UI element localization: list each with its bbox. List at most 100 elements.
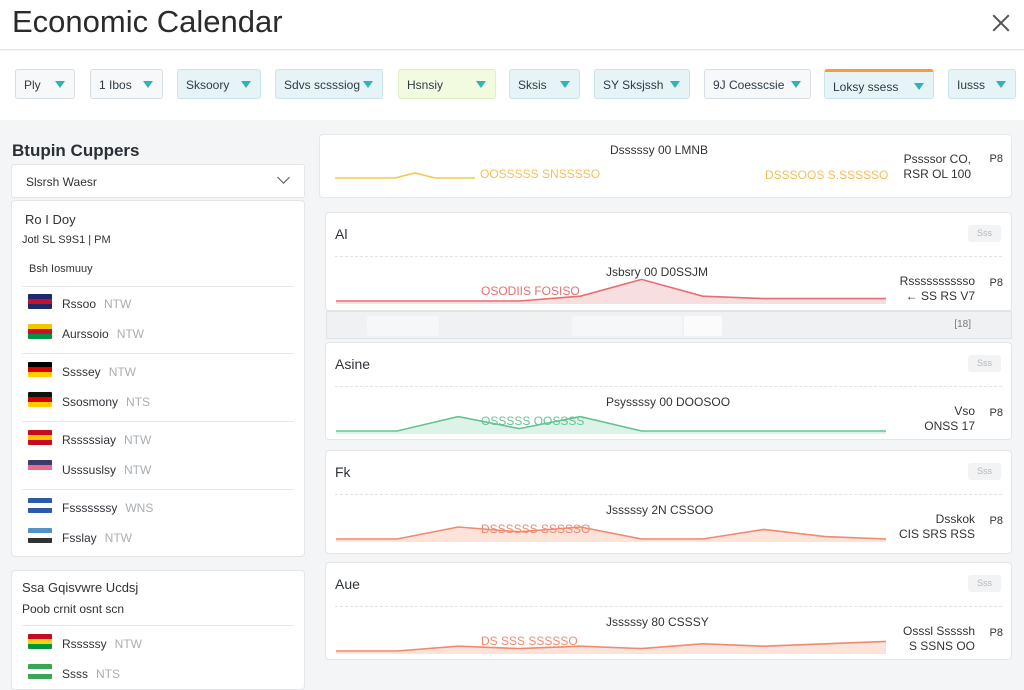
- empty-row: [18]: [326, 311, 1012, 339]
- event-date: Jsssssy 80 CSSSY: [606, 615, 709, 629]
- country-code: NTW: [114, 637, 142, 651]
- filter-chip-label: 9J Coesscsie: [713, 78, 785, 92]
- placeholder-bar: [367, 316, 439, 336]
- filter-chip[interactable]: Ply: [15, 69, 75, 99]
- event-card[interactable]: Aue Sss Jsssssy 80 CSSSY DS SSS SSSSSO Osssl…: [325, 562, 1012, 660]
- country-code: NTW: [124, 463, 152, 477]
- event-title: Aue: [335, 576, 360, 592]
- close-icon[interactable]: [988, 10, 1014, 36]
- filter-chip[interactable]: 1 Ibos: [90, 69, 163, 99]
- event-right: Rsssssssssso ← SS RS V7: [900, 274, 975, 304]
- flag-icon: [28, 634, 52, 649]
- flag-icon: [28, 362, 52, 377]
- sidebar-title: Btupin Cuppers: [12, 141, 140, 160]
- event-right: Dsskok CIS SRS RSS: [899, 512, 975, 542]
- chevron-down-icon: [670, 81, 680, 88]
- filter-chip-label: Sksoory: [186, 78, 230, 92]
- divider: [335, 606, 1002, 607]
- country-name: Ssosmony: [62, 395, 119, 409]
- filter-chip-label: Sksis: [518, 78, 547, 92]
- filter-chip[interactable]: 9J Coesscsie: [704, 69, 811, 99]
- event-title: Fk: [335, 464, 351, 480]
- filter-chip[interactable]: Iusss: [948, 69, 1016, 99]
- flag-icon: [28, 460, 52, 475]
- country-name: Usssuslsy: [62, 463, 117, 477]
- filter-chip-label: Hsnsiy: [407, 78, 444, 92]
- filter-chip[interactable]: Sksis: [509, 69, 580, 99]
- event-badge[interactable]: Sss: [968, 355, 1001, 372]
- summary-card[interactable]: Dsssssy 00 LMNB OOSSSSS SNSSSSO DSSSOOS …: [319, 134, 1012, 198]
- flag-icon: [28, 392, 52, 407]
- summary-sparkline: [335, 172, 475, 179]
- filter-chip[interactable]: Sksoory: [177, 69, 261, 99]
- event-badge[interactable]: Sss: [968, 463, 1001, 480]
- countries-panel: Ro I Doy Jotl SL S9S1 | PM Bsh Iosmuuy: [11, 200, 305, 557]
- country-code: NTW: [116, 327, 145, 341]
- panel-subheading: Poob crnit osnt scn: [22, 602, 125, 616]
- event-right-line2: ← SS RS V7: [905, 289, 975, 303]
- country-name: Rsssssy: [62, 637, 107, 651]
- country-code: NTW: [108, 365, 137, 379]
- event-title: Asine: [335, 356, 371, 372]
- page-title: Economic Calendar: [12, 4, 283, 39]
- sparkline-line: [336, 415, 886, 432]
- divider: [22, 353, 294, 354]
- summary-date: Dsssssy 00 LMNB: [610, 143, 709, 157]
- summary-right-line2: RSR OL 100: [903, 167, 971, 181]
- country-code: WNS: [125, 501, 154, 515]
- flag-icon: [28, 324, 52, 339]
- country-code: NTS: [96, 667, 121, 681]
- sparkline-area: [336, 527, 886, 542]
- country-name: Ssssey: [62, 365, 101, 379]
- country-code: NTS: [126, 395, 151, 409]
- filter-chip[interactable]: Loksy ssess: [824, 69, 934, 99]
- chevron-down-icon: [363, 81, 373, 88]
- dropdown-value: Slsrsh Waesr: [26, 175, 97, 189]
- event-sparkline: [336, 526, 887, 542]
- summary-right-line1: Pssssor CO,: [903, 152, 971, 166]
- divider: [335, 494, 1002, 495]
- event-card[interactable]: Fk Sss Jsssssy 2N CSSOO DSSSSSS SSSSSO Dssko…: [325, 450, 1012, 554]
- divider: [22, 286, 294, 287]
- event-right: Vso ONSS 17: [924, 404, 975, 434]
- divider: [22, 625, 294, 626]
- event-badge[interactable]: Sss: [968, 225, 1001, 242]
- country-name: Aurssoio: [62, 327, 109, 341]
- event-card[interactable]: Al Sss Jsbsry 00 D0SSJM OSODIIS FOSISO Rssss…: [325, 212, 1012, 311]
- sparkline-line: [336, 526, 887, 540]
- event-right-line1: Vso: [954, 404, 975, 418]
- chevron-down-icon: [143, 81, 153, 88]
- event-right-line2: S SSNS OO: [908, 639, 975, 653]
- panel-heading: Ssa Gqisvwre Ucdsj: [22, 580, 139, 595]
- filter-chip[interactable]: Sdvs scsssiog: [275, 69, 383, 99]
- event-badge[interactable]: Sss: [968, 575, 1001, 592]
- divider: [22, 421, 294, 422]
- chevron-down-icon: [241, 81, 251, 88]
- event-title: Al: [335, 226, 348, 242]
- filter-chip-label: 1 Ibos: [99, 78, 132, 92]
- section-label: Bsh Iosmuuy: [29, 263, 93, 275]
- event-right-line1: Dsskok: [935, 512, 975, 526]
- filter-chip-label: Iusss: [957, 78, 986, 92]
- placeholder-label: [18]: [954, 319, 971, 330]
- event-right-line1: Rsssssssssso: [899, 274, 975, 288]
- event-values: DSSSSSS SSSSSO: [481, 522, 591, 536]
- chevron-down-icon: [277, 171, 290, 184]
- region-dropdown[interactable]: Slsrsh Waesr: [11, 164, 305, 198]
- flag-icon: [28, 528, 52, 543]
- filter-chip[interactable]: SY Sksjssh: [594, 69, 690, 99]
- upcoming-panel: Ssa Gqisvwre Ucdsj Poob crnit osnt scn: [11, 570, 305, 690]
- event-right-line1: Osssl Sssssh: [902, 624, 975, 638]
- panel-heading: Ro I Doy: [25, 212, 76, 227]
- sparkline-area: [336, 279, 886, 304]
- country-name: Fsslay: [62, 531, 97, 545]
- event-right-line2: CIS SRS RSS: [898, 527, 975, 541]
- sparkline-line: [336, 278, 886, 302]
- filter-chip[interactable]: Hsnsiy: [398, 69, 496, 99]
- chevron-down-icon: [791, 81, 801, 88]
- event-card[interactable]: Asine Sss Psyssssy 00 DOOSOO OSSSSS OOSSSS V…: [325, 342, 1012, 440]
- country-name: Fsssssssy: [62, 501, 118, 515]
- sparkline-line: [335, 172, 475, 179]
- event-side: P8: [989, 515, 1003, 527]
- flag-icon: [28, 498, 52, 513]
